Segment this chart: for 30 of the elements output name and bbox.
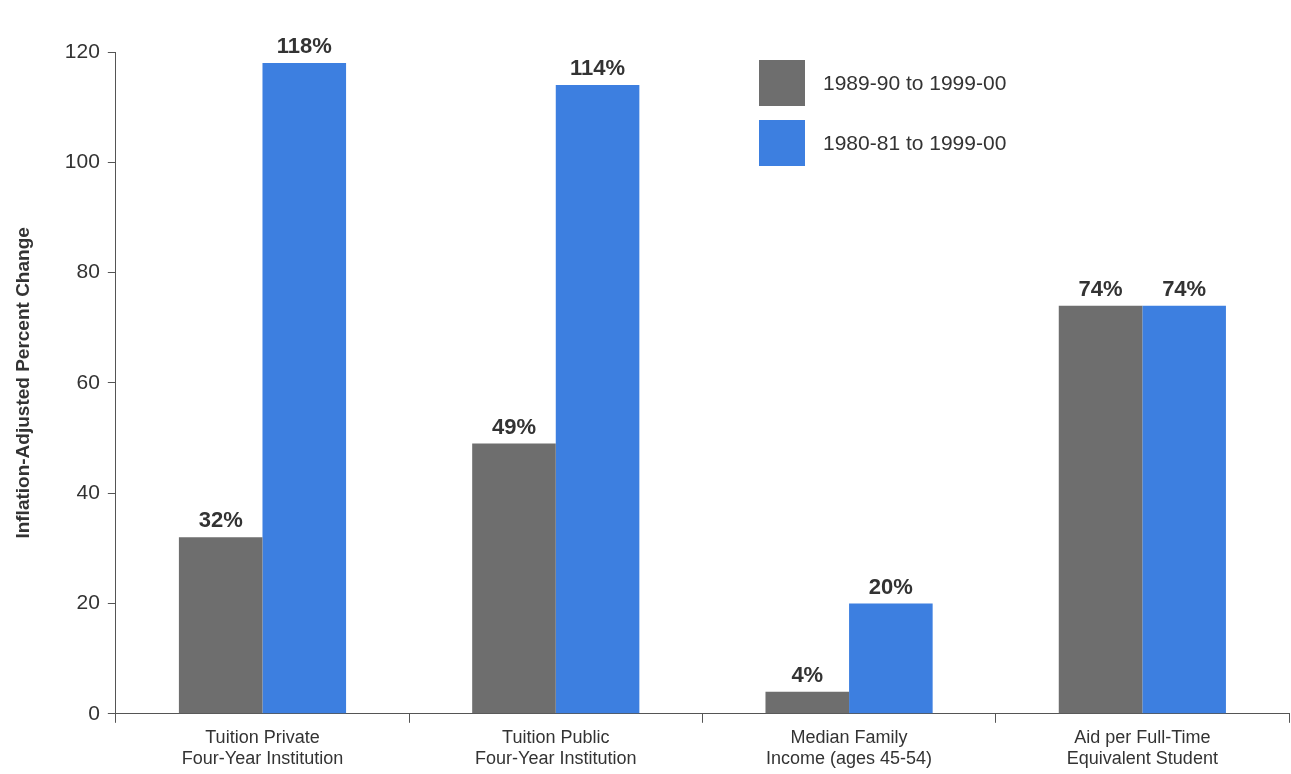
y-tick-label: 40 — [76, 480, 100, 503]
bar — [262, 63, 347, 714]
bar — [849, 603, 933, 714]
data-label: 32% — [198, 507, 243, 533]
legend-label: 1989-90 to 1999-00 — [823, 71, 1007, 95]
bar — [765, 691, 850, 714]
y-tick-label: 0 — [88, 700, 100, 724]
bar — [1058, 305, 1143, 714]
x-tick-label: Median Family Income (ages 45-54) — [766, 726, 933, 769]
y-tick-label: 80 — [76, 259, 100, 283]
data-label: 118% — [276, 33, 332, 59]
x-tick-label: Tuition Private Four-Year Institution — [181, 726, 344, 769]
y-tick-label: 60 — [76, 369, 100, 393]
data-label: 4% — [791, 661, 824, 687]
x-tick-label: Aid per Full-Time Equivalent Student — [1066, 726, 1218, 769]
bar — [472, 443, 556, 714]
data-label: 114% — [570, 55, 626, 81]
bar — [555, 85, 640, 714]
data-label: 20% — [868, 573, 913, 599]
y-axis-title: Inflation-Adjusted Percent Change — [11, 227, 33, 539]
y-tick-label: 20 — [76, 590, 100, 614]
y-tick-label: 100 — [64, 149, 100, 173]
legend-label: 1980-81 to 1999-00 — [823, 131, 1007, 155]
bar — [178, 537, 263, 714]
data-label: 74% — [1162, 275, 1207, 301]
data-label: 74% — [1078, 275, 1123, 301]
y-tick-label: 120 — [64, 38, 100, 62]
x-tick-label: Tuition Public Four-Year Institution — [475, 726, 637, 769]
bar — [1142, 305, 1226, 714]
data-label: 49% — [491, 413, 536, 439]
